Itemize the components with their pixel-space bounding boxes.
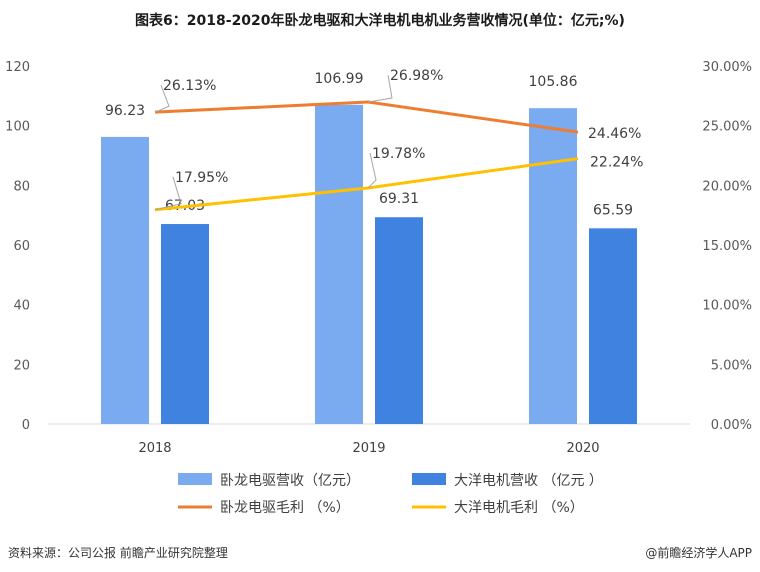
y2-tick-label: 10.00%: [702, 299, 752, 314]
line-data-label: 22.24%: [590, 155, 643, 171]
chart-title: 图表6：2018-2020年卧龙电驱和大洋电机电机业务营收情况(单位：亿元;%): [135, 13, 625, 29]
bar-2020-dayang: [589, 228, 637, 424]
bar-2018-wolong: [101, 136, 149, 425]
line-data-label: 24.46%: [588, 126, 641, 142]
brand-note: @前瞻经济学人APP: [645, 546, 752, 560]
y-tick-label: 0: [22, 418, 30, 433]
y2-tick-label: 0.00%: [711, 418, 752, 433]
line-data-label: 19.78%: [372, 146, 425, 162]
y-tick-label: 20: [13, 358, 30, 373]
y2-tick-label: 15.00%: [702, 239, 752, 254]
x-tick-label: 2019: [352, 441, 385, 456]
y2-tick-label: 5.00%: [711, 358, 752, 373]
bar-data-label: 96.23: [105, 103, 145, 119]
y-tick-label: 80: [13, 179, 30, 194]
line-data-label: 17.95%: [175, 170, 228, 186]
legend-label: 卧龙电驱营收（亿元）: [220, 473, 360, 489]
legend-swatch: [178, 473, 212, 485]
legend-swatch: [412, 473, 446, 485]
label-leader-line: [367, 152, 377, 189]
bar-2019-wolong: [315, 104, 363, 424]
label-leader-line: [367, 74, 393, 103]
bar-data-label: 106.99: [315, 71, 364, 87]
y-tick-label: 100: [5, 120, 30, 135]
y2-tick-label: 25.00%: [702, 120, 752, 135]
line-wolong-margin: [154, 100, 579, 134]
x-tick-label: 2018: [138, 441, 171, 456]
label-leader-line: [154, 85, 170, 113]
y-tick-label: 40: [13, 299, 30, 314]
bar-data-label: 69.31: [379, 191, 419, 207]
y-tick-label: 120: [5, 60, 30, 75]
bar-2020-wolong: [529, 108, 577, 425]
y-tick-label: 60: [13, 239, 30, 254]
bar-data-label: 65.59: [593, 202, 633, 218]
label-leader-line: [154, 176, 182, 211]
source-note: 资料来源：公司公报 前瞻产业研究院整理: [8, 546, 228, 560]
bar-data-label: 105.86: [529, 74, 578, 90]
y2-tick-label: 20.00%: [702, 179, 752, 194]
bar-2018-dayang: [161, 224, 209, 424]
y2-tick-label: 30.00%: [702, 60, 752, 75]
legend-label: 大洋电机毛利 （%）: [454, 500, 584, 516]
legend-label: 卧龙电驱毛利 （%）: [220, 500, 350, 516]
x-tick-label: 2020: [566, 441, 599, 456]
legend-label: 大洋电机营收 （亿元 ）: [454, 473, 603, 489]
line-data-label: 26.13%: [163, 78, 216, 94]
bar-2019-dayang: [375, 217, 423, 424]
line-data-label: 26.98%: [390, 68, 443, 84]
